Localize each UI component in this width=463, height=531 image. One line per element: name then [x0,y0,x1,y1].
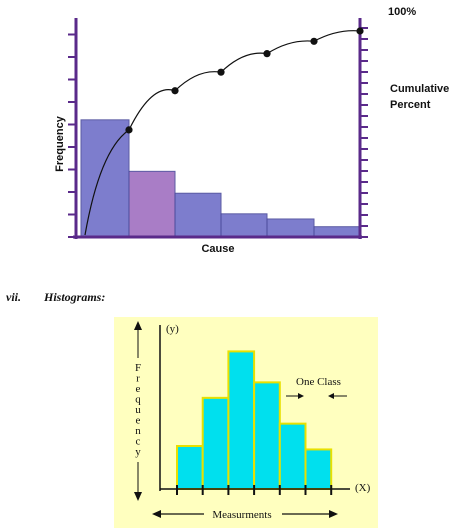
pareto-y2-label-line1: Cumulative [390,83,449,95]
histogram-class-arrowhead-right [298,393,304,399]
histogram-annotation: One Class [296,376,341,388]
pareto-bars [80,119,361,238]
histogram-y-letter: y [135,446,141,458]
pareto-cumulative-point [356,27,364,35]
histogram-class-arrowhead-left [328,393,334,399]
pareto-bar [128,170,176,238]
histogram-background [114,317,378,528]
pareto-bar [313,226,361,238]
histogram-y-letter: u [135,404,141,416]
histogram-measure-arrowhead-left [152,510,161,518]
histogram-bar [278,422,307,491]
section-number: vii. [6,290,21,304]
histogram-x-axis-label: Measurments [212,509,271,521]
histogram-bar [201,396,230,490]
histogram-bar [227,350,256,490]
section-heading: vii. Histograms: [6,290,105,305]
histogram-y-letter: e [136,383,141,395]
histogram-bar [304,448,333,491]
pareto-y-axis-label: Frequency [54,115,66,172]
histogram-bar [253,381,281,490]
histogram-y-letter: e [136,415,141,427]
pareto-cumulative-point [125,126,133,134]
pareto-bar [174,192,222,238]
histogram-y-letter: n [135,425,141,437]
pareto-cumulative-point [217,68,225,76]
histogram-y-letter: q [135,394,141,406]
histogram-measure-arrowhead-right [329,510,338,518]
pareto-y2-label-line2: Percent [390,99,431,111]
pareto-top-label: 100% [388,6,416,18]
pareto-cumulative-point [263,50,271,58]
histogram-bar [176,445,204,490]
pareto-bar [220,213,268,238]
pareto-bar [266,218,315,238]
pareto-bar [80,119,130,238]
pareto-x-axis-label: Cause [201,243,234,255]
histogram-bars [176,350,333,491]
histogram-up-arrowhead [134,321,142,330]
histogram-down-arrowhead [134,492,142,501]
section-title: Histograms: [44,290,106,304]
histogram-x-symbol: (X) [355,482,371,494]
histogram-y-symbol: (y) [166,323,179,335]
histogram-y-letter: c [136,436,141,448]
histogram-y-letter: r [136,373,140,385]
pareto-chart: 100% Cumulative Percent Frequency Cause [54,6,449,255]
pareto-cumulative-point [171,87,179,95]
pareto-cumulative-point [310,37,318,45]
histogram-y-letter: F [135,362,141,374]
